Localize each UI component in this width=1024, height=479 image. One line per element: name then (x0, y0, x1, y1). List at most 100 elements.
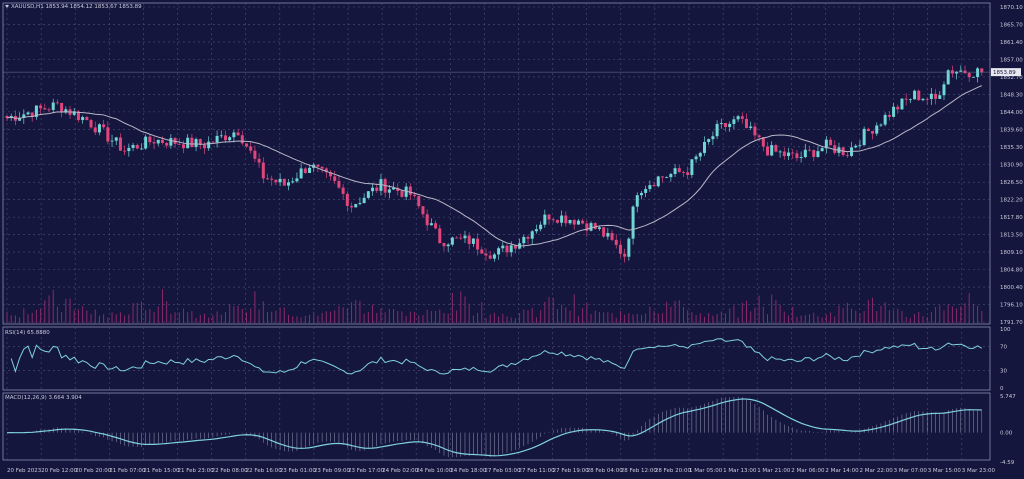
candle-bear (85, 117, 89, 121)
candle-bull (379, 179, 383, 191)
candle-bear (488, 255, 492, 259)
candle-bull (522, 236, 526, 244)
candle-bear (417, 195, 421, 207)
candle-bull (942, 84, 946, 96)
candle-bear (190, 137, 194, 147)
candle-bear (593, 223, 597, 230)
candle-bull (576, 220, 580, 225)
candle-bull (862, 128, 866, 146)
candle-bear (329, 172, 333, 177)
candle-bull (404, 186, 408, 197)
candle-bear (887, 114, 891, 117)
candle-bear (753, 126, 757, 136)
candle-bull (820, 148, 824, 152)
candle-bear (60, 103, 64, 113)
price-tick-label: 1826.50 (1000, 180, 1023, 186)
candle-bull (606, 233, 610, 237)
candle-bull (560, 215, 564, 223)
candle-bull (501, 245, 505, 249)
macd-tick-label: -4.59 (1000, 460, 1015, 466)
candle-bear (476, 238, 480, 250)
candle-bear (467, 235, 471, 244)
candle-bear (896, 106, 900, 110)
candle-bear (177, 143, 181, 145)
candle-bear (270, 178, 274, 180)
candle-bear (686, 172, 690, 176)
candle-bull (127, 147, 131, 152)
symbol-header: XAUUSD,H1 1853.94 1854.12 1853.67 1853.8… (11, 4, 142, 10)
candle-bear (421, 206, 425, 215)
candle-bear (757, 135, 761, 138)
price-tick-label: 1804.80 (1000, 267, 1023, 273)
candle-bear (223, 135, 227, 141)
candle-bear (274, 179, 278, 183)
candle-bear (102, 124, 106, 128)
candle-bear (925, 98, 929, 100)
candle-bull (770, 145, 774, 156)
candle-bull (656, 176, 660, 187)
pane-frame-2 (2, 392, 991, 461)
candle-bull (291, 181, 295, 183)
candle-bear (442, 243, 446, 247)
price-tick-label: 1813.50 (1000, 232, 1023, 238)
candle-bear (564, 215, 568, 224)
candle-bear (484, 253, 488, 256)
candle-bear (148, 136, 152, 143)
candle-bear (106, 127, 110, 142)
candle-bull (971, 76, 975, 78)
candle-bear (320, 166, 324, 169)
candle-bull (131, 144, 135, 148)
price-tick-label: 1796.10 (1000, 302, 1023, 308)
candle-bear (845, 155, 849, 156)
candle-bear (610, 233, 614, 240)
candle-bear (236, 132, 240, 136)
candle-bull (392, 187, 396, 190)
candle-bull (463, 235, 467, 239)
candle-bear (396, 187, 400, 192)
price-tick-label: 1844.00 (1000, 110, 1023, 116)
candle-bull (543, 214, 547, 225)
time-tick-label: 23 Feb 09:00 (314, 468, 351, 474)
candle-bull (778, 151, 782, 153)
candle-bear (459, 237, 463, 239)
candle-bull (719, 122, 723, 124)
candle-bull (169, 138, 173, 146)
price-tick-label: 1848.30 (1000, 93, 1023, 99)
candle-bull (366, 191, 370, 198)
candle-bull (534, 229, 538, 232)
time-tick-label: 22 Feb 08:00 (212, 468, 249, 474)
candle-bull (698, 152, 702, 157)
candle-bear (581, 220, 585, 224)
candle-bear (123, 150, 127, 152)
candle-bull (631, 206, 635, 239)
time-tick-label: 24 Feb 18:00 (450, 468, 487, 474)
candle-bull (959, 70, 963, 72)
price-tick-label: 1852.70 (1000, 75, 1023, 81)
candle-bull (51, 102, 55, 110)
time-tick-label: 20 Feb 20:00 (75, 468, 112, 474)
candle-bear (740, 116, 744, 119)
candle-bear (408, 186, 412, 195)
candle-bull (816, 151, 820, 157)
candle-bull (228, 137, 232, 141)
candle-bull (72, 111, 76, 115)
candle-bear (152, 142, 156, 144)
candle-bull (597, 227, 601, 230)
time-tick-label: 27 Feb 03:00 (484, 468, 521, 474)
candle-bull (371, 187, 375, 192)
time-tick-label: 23 Feb 17:00 (348, 468, 385, 474)
candle-bear (774, 145, 778, 152)
price-tick-label: 1800.40 (1000, 285, 1023, 291)
candle-bear (55, 102, 59, 104)
time-tick-label: 21 Feb 15:00 (143, 468, 180, 474)
candle-bear (614, 239, 618, 245)
candle-bear (333, 176, 337, 182)
candle-bear (240, 135, 244, 144)
candle-bull (387, 189, 391, 193)
candle-bear (963, 70, 967, 74)
candle-bull (64, 109, 68, 113)
candle-bear (160, 139, 164, 143)
candle-bull (308, 167, 312, 173)
candle-bear (76, 111, 80, 121)
